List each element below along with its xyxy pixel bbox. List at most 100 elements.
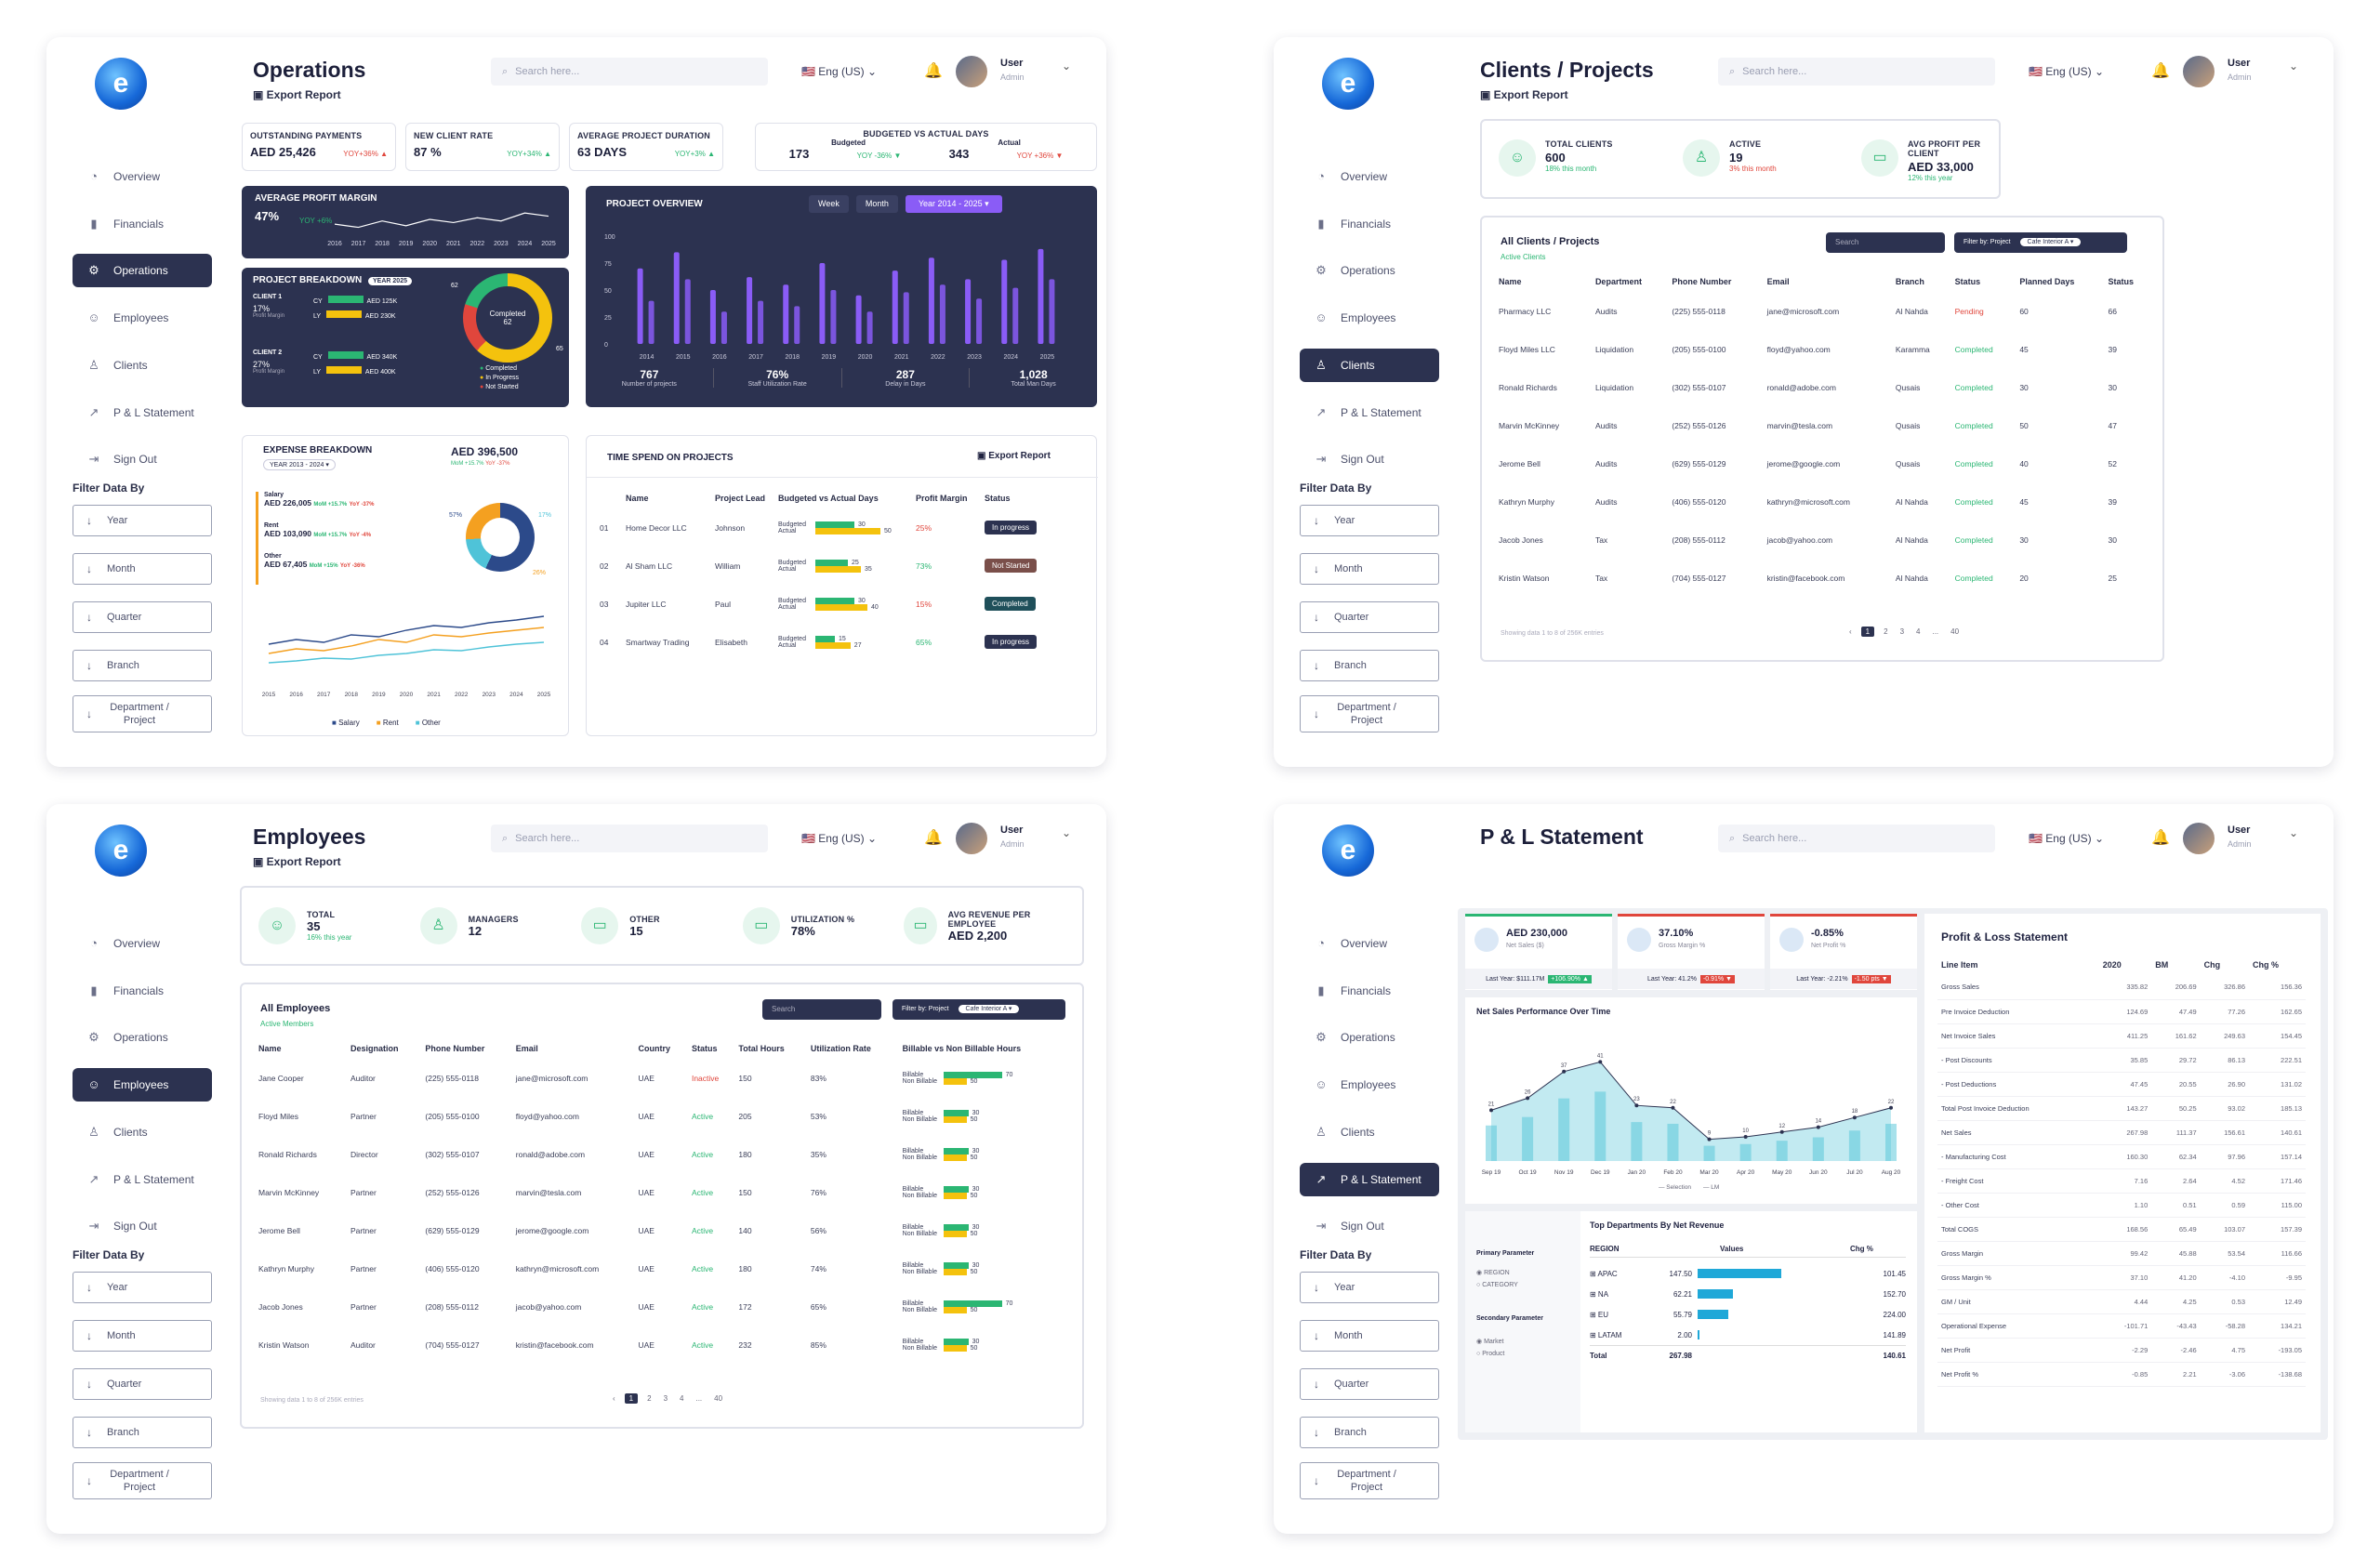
nav-financials[interactable]: ▮ Financials [1300, 207, 1439, 241]
language-select[interactable]: 🇺🇸 Eng (US) ⌄ [2029, 65, 2105, 78]
nav-employees[interactable]: ☺ Employees [73, 301, 212, 335]
dept-row[interactable]: ⊞ EU 55.79 224.00 [1590, 1304, 1906, 1325]
col-header[interactable]: Chg % [2253, 960, 2280, 970]
radio-product[interactable]: ○ Product [1476, 1351, 1505, 1357]
year-pill[interactable]: YEAR 2025 [368, 277, 412, 285]
col-header[interactable]: Utilization Rate [810, 1044, 871, 1053]
filter-quarter[interactable]: ↓ Quarter [73, 601, 212, 633]
page-button[interactable]: 3 [663, 1394, 668, 1403]
col-header[interactable]: Name [258, 1044, 282, 1053]
export-report-button[interactable]: ▣ Export Report [253, 855, 341, 868]
export-report-button[interactable]: ▣ Export Report [253, 88, 341, 101]
filter-year[interactable]: ↓ Year [1300, 505, 1439, 536]
nav-operations[interactable]: ⚙ Operations [73, 254, 212, 287]
radio-market[interactable]: ◉ Market [1476, 1339, 1504, 1345]
table-row[interactable]: 01 Home Decor LLC Johnson Budgeted 30 Actual 5… [596, 508, 1079, 547]
filter-year[interactable]: ↓ Year [1300, 1272, 1439, 1303]
filter-branch[interactable]: ↓ Branch [73, 1417, 212, 1448]
bell-icon[interactable]: 🔔 [2151, 830, 2170, 846]
dept-row[interactable]: ⊞ LATAM 2.00 141.89 [1590, 1325, 1906, 1345]
nav-overview[interactable]: ◔ Overview [1300, 160, 1439, 193]
dept-row[interactable]: ⊞ APAC 147.50 101.45 [1590, 1263, 1906, 1284]
col-header[interactable]: Status [1954, 277, 1981, 286]
table-row[interactable]: Gross Sales 335.82 206.69 326.86 156.36 [1937, 975, 2306, 1000]
radio-region[interactable]: ◉ REGION [1476, 1270, 1510, 1276]
filter-month[interactable]: ↓ Month [1300, 553, 1439, 585]
col-header[interactable]: Name [1499, 277, 1522, 286]
nav-overview[interactable]: ◔ Overview [73, 160, 212, 193]
table-row[interactable]: Jacob Jones Partner (208) 555-0112 jacob@ya… [255, 1287, 1069, 1326]
table-row[interactable]: Marvin McKinney Audits (252) 555-0126 marvi… [1495, 406, 2151, 444]
table-row[interactable]: - Other Cost 1.10 0.51 0.59 115.00 [1937, 1193, 2306, 1218]
nav-pl[interactable]: ↗ P & L Statement [73, 1163, 212, 1196]
chevron-down-icon[interactable]: ⌄ [2289, 59, 2299, 73]
table-row[interactable]: Total Post Invoice Deduction 143.27 50.25 9… [1937, 1096, 2306, 1121]
page-button[interactable]: 40 [1950, 627, 1960, 636]
nav-signout[interactable]: ⇥ Sign Out [1300, 1209, 1439, 1243]
nav-signout[interactable]: ⇥ Sign Out [73, 1209, 212, 1243]
nav-operations[interactable]: ⚙ Operations [73, 1021, 212, 1054]
tab-week[interactable]: Week [809, 195, 849, 213]
bell-icon[interactable]: 🔔 [924, 63, 943, 79]
page-button[interactable]: 3 [1899, 627, 1905, 636]
filter-quarter[interactable]: ↓ Quarter [1300, 601, 1439, 633]
avatar[interactable] [2183, 823, 2215, 854]
table-row[interactable]: - Manufacturing Cost 160.30 62.34 97.96 157.… [1937, 1144, 2306, 1169]
export-report-button[interactable]: ▣ Export Report [1480, 88, 1568, 101]
page-button[interactable]: 4 [1916, 627, 1921, 636]
nav-employees[interactable]: ☺ Employees [1300, 1068, 1439, 1102]
table-row[interactable]: Gross Margin 99.42 45.88 53.54 116.66 [1937, 1241, 2306, 1266]
table-row[interactable]: Jerome Bell Audits (629) 555-0129 jerome@go… [1495, 444, 2151, 482]
nav-operations[interactable]: ⚙ Operations [1300, 254, 1439, 287]
nav-overview[interactable]: ◔ Overview [73, 927, 212, 960]
page-button[interactable]: ... [1932, 627, 1939, 636]
nav-financials[interactable]: ▮ Financials [1300, 974, 1439, 1008]
nav-clients[interactable]: ♙ Clients [73, 349, 212, 382]
table-row[interactable]: Ronald Richards Liquidation (302) 555-0107… [1495, 368, 2151, 406]
table-row[interactable]: Pharmacy LLC Audits (225) 555-0118 jane@mic… [1495, 292, 2151, 330]
table-row[interactable]: Jerome Bell Partner (629) 555-0129 jerome@g… [255, 1211, 1069, 1249]
col-header[interactable]: Billable vs Non Billable Hours [902, 1044, 1022, 1053]
col-header[interactable]: Department [1594, 277, 1642, 286]
filter-department[interactable]: ↓ Department / Project [1300, 1462, 1439, 1499]
chevron-down-icon[interactable]: ⌄ [2289, 826, 2299, 839]
page-button[interactable]: 1 [1860, 627, 1875, 637]
col-header[interactable]: Status [2108, 277, 2135, 286]
dept-row[interactable]: ⊞ NA 62.21 152.70 [1590, 1284, 1906, 1304]
period-select[interactable]: YEAR 2013 - 2024 ▾ [263, 459, 336, 470]
search-input[interactable]: ⌕ Search here... [1718, 825, 1995, 852]
nav-pl[interactable]: ↗ P & L Statement [1300, 1163, 1439, 1196]
table-row[interactable]: Net Profit % -0.85 2.21 -3.06 -138.68 [1937, 1362, 2306, 1387]
table-row[interactable]: Net Invoice Sales 411.25 161.62 249.63 154.4… [1937, 1023, 2306, 1049]
avatar[interactable] [956, 56, 987, 87]
table-row[interactable]: Operational Expense -101.71 -43.43 -58.28 13… [1937, 1313, 2306, 1339]
table-row[interactable]: Total COGS 168.56 65.49 103.07 157.39 [1937, 1217, 2306, 1242]
col-header[interactable]: Email [515, 1044, 538, 1053]
nav-financials[interactable]: ▮ Financials [73, 974, 212, 1008]
filter-quarter[interactable]: ↓ Quarter [1300, 1368, 1439, 1400]
page-button[interactable]: 1 [624, 1393, 639, 1404]
filter-department[interactable]: ↓ Department / Project [73, 1462, 212, 1499]
col-header[interactable]: Designation [350, 1044, 399, 1053]
page-button[interactable]: ... [695, 1394, 703, 1403]
filter-month[interactable]: ↓ Month [73, 1320, 212, 1352]
nav-clients[interactable]: ♙ Clients [1300, 1115, 1439, 1149]
table-row[interactable]: Net Sales 267.98 111.37 156.61 140.61 [1937, 1120, 2306, 1145]
nav-employees[interactable]: ☺ Employees [1300, 301, 1439, 335]
table-row[interactable]: Pre Invoice Deduction 124.69 47.49 77.26 162… [1937, 999, 2306, 1024]
tab-month[interactable]: Month [855, 195, 898, 213]
col-header[interactable]: Line Item [1941, 960, 1978, 970]
col-header[interactable]: Branch [1895, 277, 1924, 286]
col-header[interactable]: Email [1766, 277, 1790, 286]
nav-signout[interactable]: ⇥ Sign Out [1300, 442, 1439, 476]
language-select[interactable]: 🇺🇸 Eng (US) ⌄ [801, 65, 878, 78]
table-row[interactable]: GM / Unit 4.44 4.25 0.53 12.49 [1937, 1289, 2306, 1314]
filter-branch[interactable]: ↓ Branch [1300, 650, 1439, 681]
project-filter[interactable]: Filter by: Project Cafe Interior A ▾ [1954, 232, 2127, 253]
filter-branch[interactable]: ↓ Branch [1300, 1417, 1439, 1448]
col-header[interactable]: Phone Number [1672, 277, 1732, 286]
filter-department[interactable]: ↓ Department / Project [1300, 695, 1439, 732]
table-row[interactable]: 03 Jupiter LLC Paul Budgeted 30 Actual 40 15% Co… [596, 585, 1079, 623]
search-input[interactable]: ⌕ Search here... [491, 58, 768, 86]
col-header[interactable]: Country [638, 1044, 671, 1053]
